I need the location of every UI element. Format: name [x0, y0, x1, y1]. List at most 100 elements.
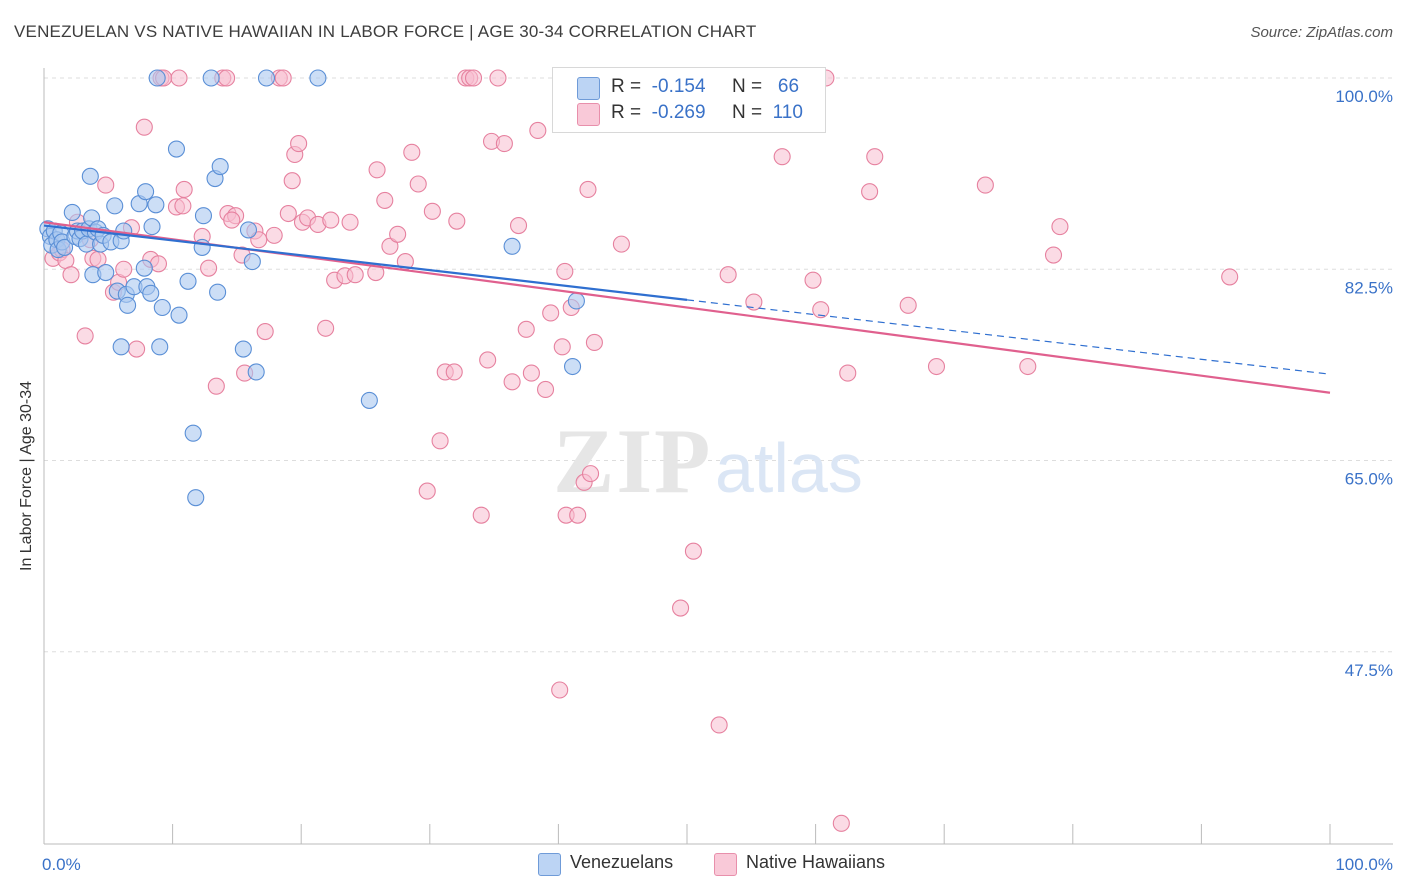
venezuelan-point [147, 196, 165, 214]
y-tick-label: 82.5% [1345, 278, 1393, 297]
native-hawaiian-point [423, 202, 441, 220]
native-hawaiian-point [1019, 357, 1037, 376]
native-hawaiian-point [503, 373, 521, 391]
venezuelan-point [97, 263, 115, 282]
native-hawaiian-point [445, 363, 463, 381]
venezuelan-point [257, 69, 276, 87]
chart-title: VENEZUELAN VS NATIVE HAWAIIAN IN LABOR F… [14, 22, 757, 41]
trend-lines [43, 221, 1331, 394]
venezuelan-point [194, 207, 213, 225]
native-hawaiian-point [207, 377, 225, 395]
native-hawaiian-point [1044, 246, 1063, 264]
watermark-atlas: atlas [715, 429, 863, 507]
native-hawaiian-point [866, 148, 884, 166]
bottom-legend-label: Native Hawaiians [746, 852, 886, 872]
native-hawaiian-point [556, 262, 574, 280]
native-hawaiian-point [832, 814, 850, 832]
watermark: ZIP atlas [553, 410, 863, 512]
bottom-legend-swatch-blue [538, 853, 561, 876]
venezuelan-point [187, 489, 205, 507]
native-hawaiian-point [346, 266, 364, 284]
legend-r-value: -0.269 [651, 102, 706, 123]
native-hawaiian-point [773, 148, 791, 166]
y-tick-label: 65.0% [1345, 470, 1393, 489]
venezuelan-point [106, 197, 124, 215]
native-hawaiian-point [368, 161, 386, 179]
venezuelan-point [202, 69, 220, 87]
native-hawaiian-point [529, 121, 547, 140]
native-hawaiian-point [115, 260, 133, 278]
venezuelan-point [184, 424, 202, 442]
native-hawaiian-point [97, 176, 115, 194]
native-hawaiian-point [149, 255, 168, 273]
native-hawaiian-point [517, 320, 535, 338]
x-tick-label-max: 100.0% [1335, 855, 1393, 874]
native-hawaiian-point [376, 191, 394, 209]
native-hawaiian-point [684, 542, 702, 560]
venezuelan-point [148, 69, 166, 87]
native-hawaiian-point [76, 327, 94, 345]
legend-n-value: 66 [777, 76, 800, 97]
y-tick-label: 100.0% [1335, 87, 1393, 106]
venezuelan-point [170, 306, 188, 324]
native-hawaiian-point [381, 237, 399, 255]
legend-swatch-blue [577, 77, 600, 100]
native-hawaiian-point [542, 304, 560, 322]
venezuelan-point [56, 238, 74, 256]
native-hawaiian-point [218, 69, 236, 87]
venezuelan-point [143, 218, 161, 236]
native-hawaiian-point [719, 266, 737, 284]
venezuelan-point [63, 203, 81, 221]
axes [43, 68, 1393, 845]
native-hawaiian-point [804, 271, 822, 289]
native-hawaiian-point [509, 216, 528, 235]
correlation-legend: R = -0.154 N = 66 R = -0.269 N = 110 [552, 67, 826, 133]
native-hawaiian-point [317, 319, 335, 337]
native-hawaiian-point [448, 212, 466, 230]
native-hawaiian-point [274, 69, 292, 87]
venezuelan-point [234, 340, 252, 358]
native-hawaiian-point [581, 465, 600, 483]
venezuelan-point [137, 183, 155, 201]
native-hawaiian-point [745, 293, 763, 311]
native-hawaiian-point [223, 211, 241, 229]
legend-n-label: N = [731, 76, 763, 97]
native-hawaiian-point [839, 364, 857, 382]
native-hawaiian-point [489, 69, 507, 87]
native-hawaiian-point [62, 266, 80, 284]
venezuelan-point [503, 237, 521, 255]
venezuelans-points [39, 69, 585, 507]
native-hawaiian-point [174, 197, 192, 215]
native-hawaiian-point [283, 172, 301, 190]
native-hawaiian-point [256, 322, 274, 341]
watermark-zip: ZIP [553, 410, 712, 512]
native-hawaiian-point [710, 716, 728, 734]
native-hawaiian-point [812, 301, 830, 319]
native-hawaiian-point [861, 183, 879, 201]
native-hawaiian-point [976, 176, 994, 194]
venezuelan-point [153, 298, 171, 317]
native-hawaiian-point [479, 351, 497, 369]
bottom-legend-label: Venezuelans [570, 852, 674, 872]
legend-swatch-pink [577, 103, 600, 126]
venezuelan-point [119, 296, 137, 314]
native-hawaiian-point [579, 180, 597, 199]
native-hawaiian-point [464, 69, 483, 87]
native-hawaiian-point [175, 180, 193, 199]
x-tick-label-min: 0.0% [42, 855, 81, 874]
native-hawaiian-point [135, 118, 153, 136]
native-hawaiian-point [418, 482, 436, 500]
venezuelans-trend-extension [686, 299, 1331, 375]
native-hawaiian-point [200, 259, 218, 277]
venezuelan-point [142, 284, 160, 302]
native-hawaiian-point [612, 235, 630, 253]
venezuelan-point [211, 157, 229, 176]
venezuelan-point [309, 69, 327, 87]
venezuelan-point [563, 357, 582, 376]
venezuelan-point [209, 283, 227, 301]
native-hawaiian-point [403, 143, 421, 161]
native-hawaiian-point [265, 226, 283, 244]
native-hawaiian-point [322, 211, 340, 229]
native-hawaiian-point [551, 681, 569, 699]
native-hawaiian-point [409, 175, 427, 193]
